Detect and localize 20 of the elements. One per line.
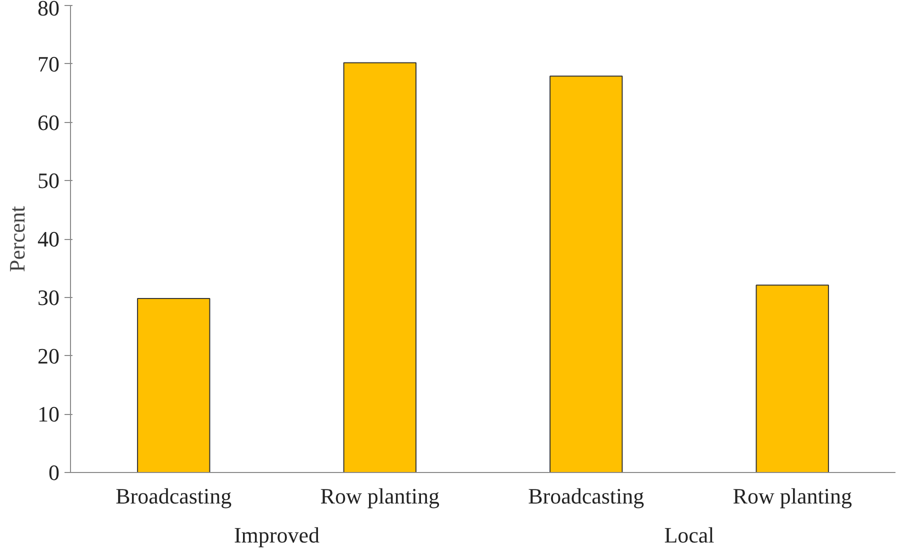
x-tick-label: Broadcasting: [528, 484, 644, 508]
bar: [756, 284, 829, 472]
bar: [343, 62, 416, 472]
y-tick-label: 0: [48, 460, 60, 485]
y-tick-label: 20: [38, 343, 60, 368]
x-tick-label: Broadcasting: [116, 484, 232, 508]
y-tick-label: 30: [38, 284, 60, 310]
x-tick-label: Row planting: [320, 484, 440, 508]
y-axis-title: Percent: [4, 206, 30, 272]
y-tick-label: 10: [38, 402, 60, 427]
y-tick-label: 50: [38, 168, 60, 194]
bar: [550, 76, 623, 472]
text: Improved: [234, 522, 320, 548]
y-tick-label: 80: [38, 0, 60, 20]
y-tick-label: 40: [38, 226, 60, 252]
x-tick-label: Row planting: [732, 484, 852, 508]
text: Local: [664, 522, 714, 548]
y-tick-label: 70: [38, 51, 60, 76]
y-tick-label: 60: [38, 110, 60, 135]
bar: [137, 298, 210, 472]
